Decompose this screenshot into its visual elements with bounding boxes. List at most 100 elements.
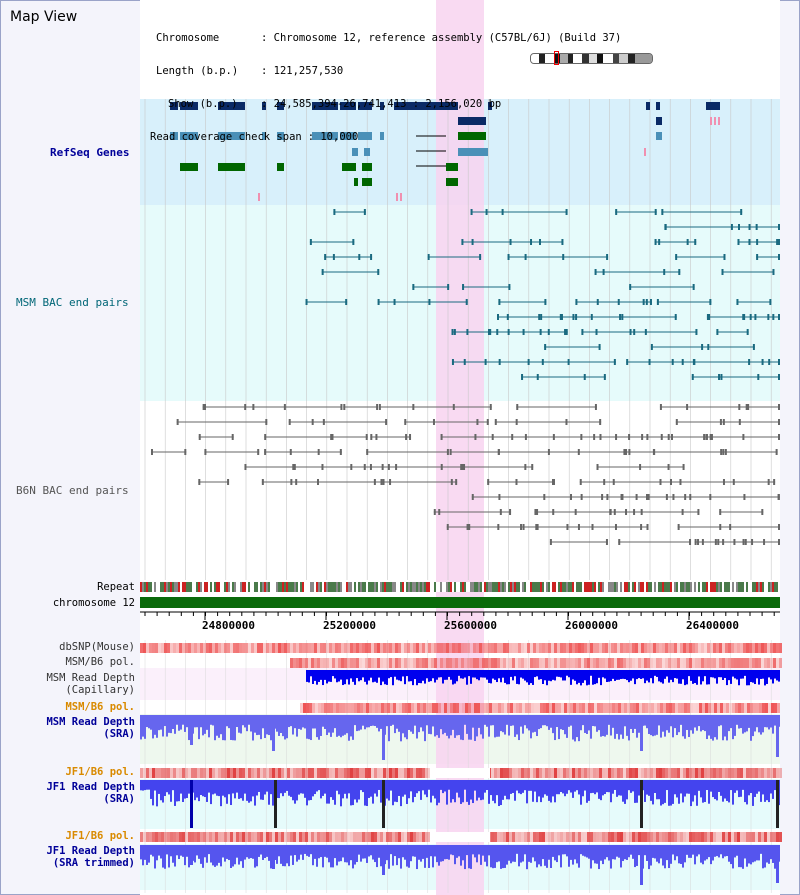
repeat-block (190, 582, 192, 592)
heat-cell (377, 832, 380, 842)
depth-bar (312, 715, 314, 729)
heat-cell (305, 658, 308, 668)
depth-bar (522, 715, 524, 734)
chromosome-ideogram[interactable] (530, 53, 653, 64)
repeat-block (504, 582, 506, 592)
depth-bar (426, 845, 428, 858)
depth-bar (592, 670, 594, 685)
depth-bar (374, 670, 376, 682)
depth-bar (756, 715, 758, 728)
bac-end (462, 284, 465, 290)
depth-bar (760, 845, 762, 854)
repeat-block (268, 582, 270, 592)
heat-cell (635, 768, 638, 778)
repeat-block (418, 582, 420, 592)
depth-bar (146, 715, 148, 728)
depth-spike (274, 780, 277, 828)
depth-bar (406, 670, 408, 677)
depth-bar (718, 715, 720, 727)
depth-bar (512, 845, 514, 862)
depth-bar (614, 845, 616, 860)
heat-cell (383, 643, 386, 653)
depth-bar (230, 715, 232, 740)
depth-bar (172, 715, 174, 729)
depth-bar (496, 780, 498, 796)
heat-cell (266, 643, 269, 653)
depth-bar (176, 715, 178, 725)
depth-bar (206, 715, 208, 730)
depth-bar (142, 780, 144, 791)
heat-cell (425, 768, 428, 778)
depth-bar (196, 715, 198, 728)
depth-bar (524, 845, 526, 855)
depth-bar (644, 670, 646, 684)
bac-end (544, 344, 547, 350)
depth-bar (572, 715, 574, 740)
heat-cell (686, 832, 689, 842)
heat-cell (320, 832, 323, 842)
depth-bar (302, 715, 304, 728)
heat-cell (542, 768, 545, 778)
heat-cell (428, 768, 431, 778)
heat-cell (707, 643, 710, 653)
depth-bar (330, 670, 332, 682)
heat-cell (416, 768, 419, 778)
repeat-block (488, 582, 490, 592)
repeat-block (282, 582, 284, 592)
depth-bar (574, 845, 576, 860)
heat-cell (642, 703, 645, 713)
depth-bar (320, 715, 322, 736)
depth-bar (400, 780, 402, 807)
depth-bar (776, 670, 778, 681)
bac-end (461, 239, 464, 245)
heat-cell (407, 658, 410, 668)
depth-bar (646, 670, 648, 681)
axis-tick-label: 26400000 (686, 619, 739, 632)
gene-marker (714, 117, 716, 125)
depth-bar (482, 715, 484, 739)
heat-cell (581, 643, 584, 653)
repeat-block (470, 582, 472, 592)
heat-cell (491, 658, 494, 668)
heat-cell (578, 643, 581, 653)
depth-bar (330, 845, 332, 868)
heat-cell (587, 768, 590, 778)
bac-end (772, 269, 775, 275)
repeat-block (374, 582, 376, 592)
depth-bar (496, 845, 498, 863)
heat-cell (443, 643, 446, 653)
heat-cell (485, 643, 488, 653)
depth-bar (754, 780, 756, 797)
depth-bar (558, 845, 560, 856)
repeat-block (238, 582, 240, 592)
depth-bar (576, 845, 578, 864)
bac-end (609, 509, 612, 515)
heat-cell (284, 832, 287, 842)
repeat-block (712, 582, 714, 592)
depth-bar (672, 715, 674, 738)
depth-bar (688, 715, 690, 738)
depth-bar (562, 780, 564, 794)
heat-cell (617, 643, 620, 653)
repeat-block (204, 582, 206, 592)
heat-cell (548, 643, 551, 653)
repeat-block (716, 582, 718, 592)
depth-bar (686, 780, 688, 794)
depth-bar (548, 670, 550, 681)
depth-bar (652, 670, 654, 684)
heat-cell (395, 768, 398, 778)
depth-bar (260, 780, 262, 800)
heat-cell (569, 832, 572, 842)
heat-cell (524, 643, 527, 653)
heat-cell (362, 658, 365, 668)
bac-end (745, 404, 748, 410)
heat-cell (284, 768, 287, 778)
heat-cell (209, 768, 212, 778)
depth-bar (762, 780, 764, 795)
depth-bar (262, 780, 264, 800)
depth-bar (774, 715, 776, 726)
depth-bar (452, 780, 454, 800)
depth-bar (538, 670, 540, 680)
heat-cell (554, 658, 557, 668)
